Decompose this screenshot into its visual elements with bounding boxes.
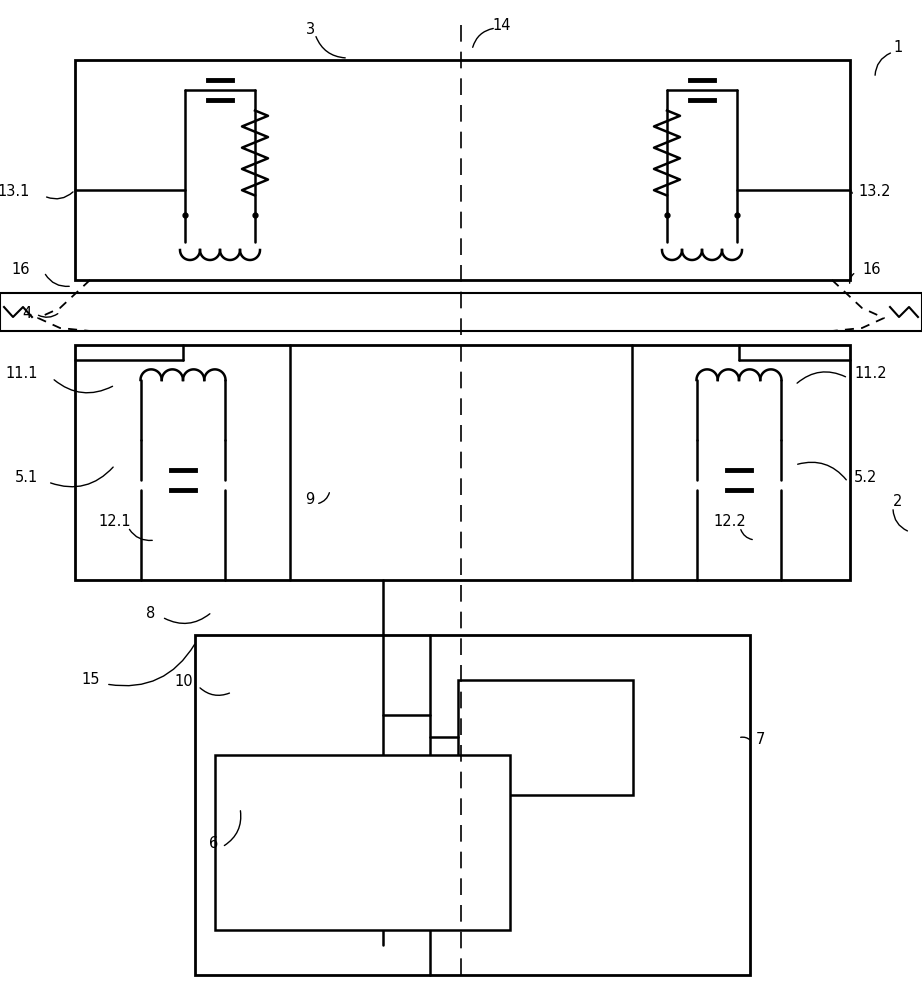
Text: 1: 1 (893, 40, 903, 55)
Text: 16: 16 (862, 262, 881, 277)
Text: 8: 8 (146, 605, 155, 620)
Text: 9: 9 (305, 492, 314, 508)
Text: 3: 3 (305, 22, 314, 37)
Text: 12.2: 12.2 (714, 514, 747, 530)
Text: 7: 7 (756, 732, 765, 748)
Text: 6: 6 (208, 836, 218, 850)
Text: 11.1: 11.1 (6, 366, 38, 381)
Bar (75, 60, 850, 280)
Text: 2: 2 (893, 494, 903, 510)
Text: 16: 16 (11, 262, 30, 277)
Text: 13.2: 13.2 (858, 184, 891, 200)
Bar (195, 635, 750, 975)
Text: 14: 14 (492, 17, 512, 32)
Text: 12.1: 12.1 (99, 514, 131, 530)
Text: 5.2: 5.2 (854, 471, 878, 486)
Text: 11.2: 11.2 (854, 366, 887, 381)
Text: 15: 15 (81, 672, 100, 688)
Text: 4: 4 (23, 306, 32, 322)
Bar (458, 680, 633, 795)
Text: 10: 10 (174, 674, 193, 690)
Bar (215, 755, 510, 930)
Text: 13.1: 13.1 (0, 184, 30, 200)
Bar (0, 293, 922, 331)
Bar (75, 345, 850, 580)
Text: 5.1: 5.1 (15, 471, 38, 486)
